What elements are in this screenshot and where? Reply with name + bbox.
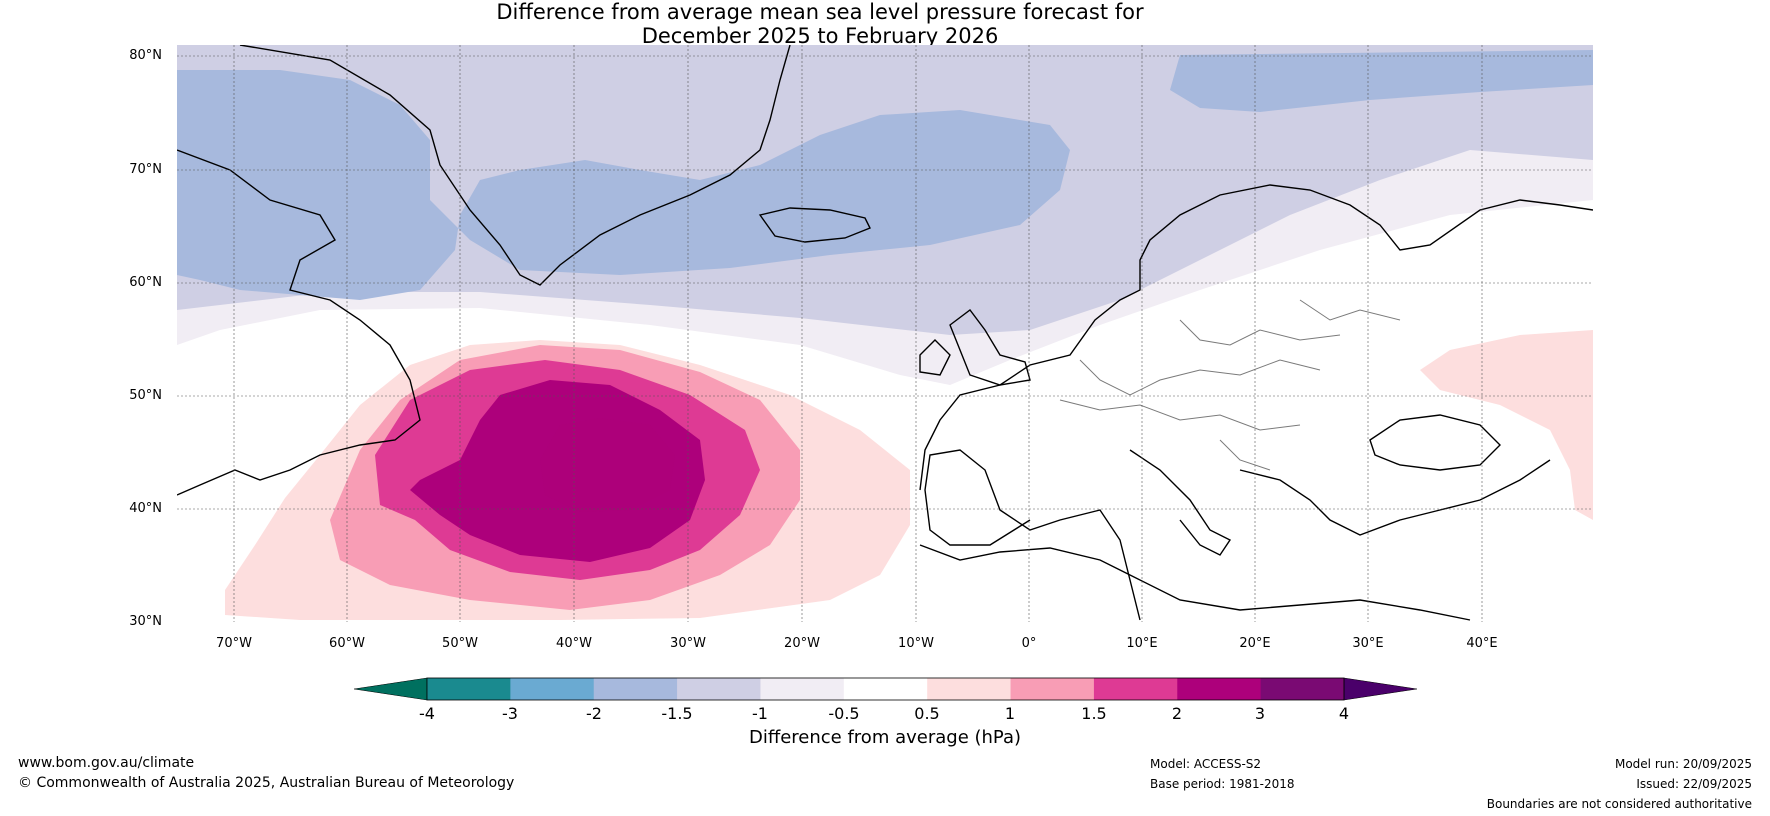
coastline-black-sea xyxy=(1369,414,1501,471)
lat-label-60n: 60°N xyxy=(129,275,162,290)
coastline-north-africa xyxy=(919,544,1471,621)
lat-label-50n: 50°N xyxy=(129,388,162,403)
colorbar-swatch xyxy=(427,678,511,700)
contour-neg-1-5-north xyxy=(1170,50,1593,112)
colorbar-tick: 2 xyxy=(1171,704,1183,723)
colorbar-tick: -3 xyxy=(502,704,518,723)
colorbar-label: Difference from average (hPa) xyxy=(748,727,1022,748)
colorbar-swatch xyxy=(1260,678,1345,700)
lon-label-60w: 60°W xyxy=(329,636,365,651)
colorbar-swatch xyxy=(677,678,761,700)
contour-neg-1-5-west xyxy=(177,70,1070,300)
borders-europe xyxy=(1059,299,1401,471)
lat-label-30n: 30°N xyxy=(129,614,162,629)
footer-website: www.bom.gov.au/climate xyxy=(18,755,195,771)
colorbar-tick: 3 xyxy=(1254,704,1266,723)
lon-label-70w: 70°W xyxy=(216,636,252,651)
footer-base-period: Base period: 1981-2018 xyxy=(1150,777,1295,791)
colorbar-tick: 1.5 xyxy=(1081,704,1107,723)
colorbar-tick: 1 xyxy=(1004,704,1016,723)
lat-label-80n: 80°N xyxy=(129,48,162,63)
colorbar-swatch xyxy=(1093,678,1178,700)
colorbar-tick: 0.5 xyxy=(914,704,940,723)
lon-label-20e: 20°E xyxy=(1239,636,1271,651)
colorbar-under-arrow xyxy=(353,677,428,701)
coastline-north-america xyxy=(177,149,421,496)
colorbar-swatch xyxy=(593,678,678,700)
coastline-iceland xyxy=(758,207,871,243)
colorbar xyxy=(353,677,1418,701)
footer-model: Model: ACCESS-S2 xyxy=(1150,757,1262,771)
lon-label-40e: 40°E xyxy=(1466,636,1498,651)
colorbar-swatch xyxy=(843,678,928,700)
colorbar-swatch xyxy=(510,678,595,700)
lat-label-40n: 40°N xyxy=(129,501,162,516)
footer-disclaimer: Boundaries are not considered authoritat… xyxy=(1486,797,1752,811)
colorbar-tick: -1.5 xyxy=(661,704,693,723)
gridlines xyxy=(177,45,1593,622)
colorbar-swatch xyxy=(927,678,1012,700)
colorbar-tick: -1 xyxy=(752,704,768,723)
colorbar-tick: -2 xyxy=(586,704,602,723)
footer-issued: Issued: 22/09/2025 xyxy=(1636,777,1752,791)
lon-label-10e: 10°E xyxy=(1126,636,1158,651)
lon-label-0: 0° xyxy=(1021,636,1037,651)
colorbar-over-arrow xyxy=(1343,677,1418,701)
colorbar-frame xyxy=(426,677,1345,701)
lon-label-40w: 40°W xyxy=(556,636,592,651)
coastline-italy-balkans xyxy=(1129,449,1551,556)
colorbar-swatches xyxy=(427,678,1345,700)
lon-label-30w: 30°W xyxy=(670,636,706,651)
colorbar-tick: -4 xyxy=(419,704,435,723)
lon-label-30e: 30°E xyxy=(1352,636,1384,651)
colorbar-swatch xyxy=(1010,678,1095,700)
lat-label-70n: 70°N xyxy=(129,162,162,177)
map-title: Difference from average mean sea level p… xyxy=(0,0,1640,48)
coastline-greenland xyxy=(239,45,791,286)
colorbar-tick: -0.5 xyxy=(828,704,860,723)
coastline-europe xyxy=(919,184,1593,621)
contour-pos-east xyxy=(1420,330,1593,520)
footer-copyright: © Commonwealth of Australia 2025, Austra… xyxy=(18,775,515,791)
colorbar-swatch xyxy=(1177,678,1262,700)
title-line-1: Difference from average mean sea level p… xyxy=(496,0,1144,24)
coastline-british-isles xyxy=(919,309,1031,386)
title-line-2: December 2025 to February 2026 xyxy=(641,24,999,48)
footer-model-run: Model run: 20/09/2025 xyxy=(1614,757,1752,771)
lon-label-10w: 10°W xyxy=(898,636,934,651)
lon-label-20w: 20°W xyxy=(784,636,820,651)
map-plot-area xyxy=(177,45,1593,622)
colorbar-tick: 4 xyxy=(1338,704,1350,723)
lon-label-50w: 50°W xyxy=(442,636,478,651)
colorbar-swatch xyxy=(760,678,845,700)
